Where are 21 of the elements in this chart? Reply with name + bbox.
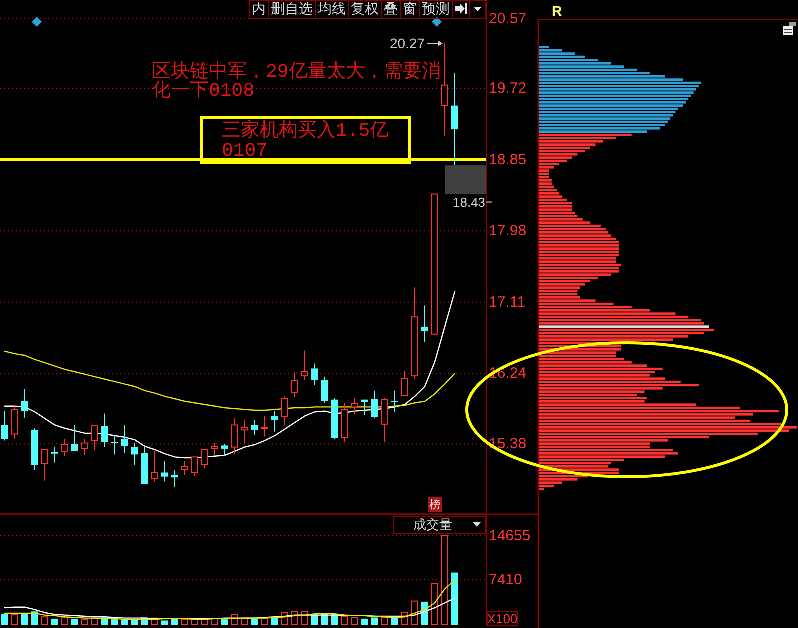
text: 均线 <box>317 2 346 18</box>
text: 预测 <box>422 2 450 18</box>
y-tick-label: 7410 <box>489 572 522 589</box>
text: 复权 <box>351 2 379 18</box>
text: 删自选 <box>271 2 313 18</box>
y-tick-label: 17.98 <box>489 222 527 240</box>
annotation: 榜 <box>430 498 440 512</box>
annotation: 区块链中军，29亿量太大，需要消化一下0108 <box>152 61 441 102</box>
annotation: 三家机构买入1.5亿 0107 <box>222 119 390 162</box>
y-tick-label: 18.85 <box>489 151 527 168</box>
text: 窗 <box>403 2 417 18</box>
y-tick-label: 17.11 <box>489 294 526 311</box>
y-tick-label: 14655 <box>489 528 531 545</box>
annotation: 18.43 <box>453 194 486 210</box>
text: 叠 <box>384 2 398 18</box>
y-tick-label: 20.57 <box>489 10 527 28</box>
annotation: 20.27 <box>390 36 426 52</box>
y-tick-label: 19.72 <box>489 80 527 98</box>
text: 内 <box>252 2 266 18</box>
chart-title: 成交量 <box>414 517 452 533</box>
text: R <box>552 3 562 19</box>
